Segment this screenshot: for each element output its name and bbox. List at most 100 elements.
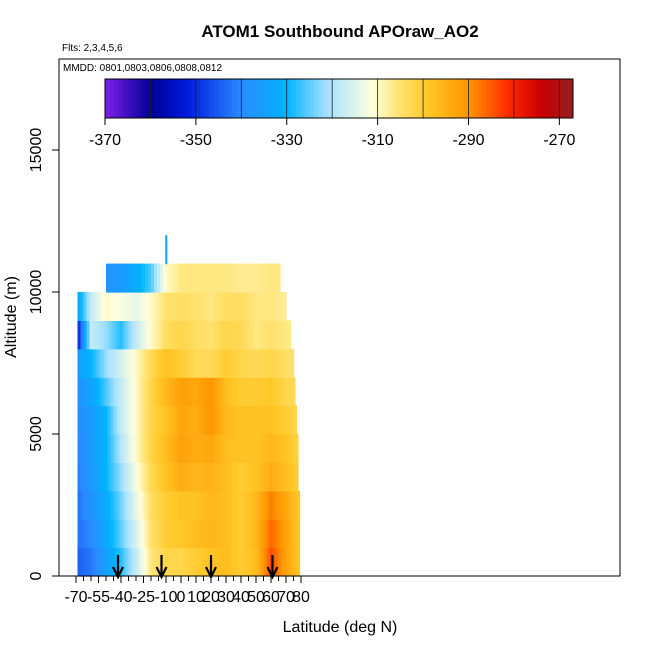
heat-cell (254, 434, 259, 463)
colorbar-segment (141, 79, 147, 118)
heat-cell (128, 519, 133, 549)
heat-cell (184, 263, 188, 293)
heat-cell (239, 490, 244, 520)
heat-cell (188, 434, 193, 463)
heat-cell (218, 547, 223, 577)
heat-cell (149, 519, 154, 549)
heat-cell (158, 348, 163, 378)
heat-cell (287, 519, 292, 549)
heat-cell (173, 377, 178, 407)
heat-cell (269, 292, 274, 321)
colorbar-segment (164, 79, 170, 118)
heat-cell (248, 405, 253, 435)
heat-cell (278, 348, 283, 378)
heat-cell (260, 547, 265, 577)
heat-cell (212, 377, 217, 407)
heat-cell (131, 377, 136, 407)
heat-cell (275, 320, 280, 350)
heat-cell (104, 547, 109, 577)
heat-cell (170, 405, 175, 435)
heat-cell (284, 348, 289, 378)
heat-cell (83, 519, 88, 549)
heat-cell (128, 292, 133, 321)
heat-cell (191, 405, 196, 435)
heat-cell (239, 519, 244, 549)
heat-cell (227, 547, 232, 577)
heat-cell (194, 377, 199, 407)
heat-cell (161, 320, 166, 350)
heat-cell (155, 320, 160, 350)
heat-cell (284, 519, 289, 549)
colorbar-segment (427, 79, 433, 118)
heat-cell (269, 348, 274, 378)
heat-cell (104, 490, 109, 520)
x-tick-label: 80 (292, 589, 310, 606)
heat-cell (128, 348, 133, 378)
heat-cell (152, 320, 157, 350)
heat-cell (266, 462, 271, 492)
heat-cell (182, 462, 187, 492)
heat-cell (233, 348, 238, 378)
heat-cell (170, 547, 175, 577)
heat-cell (152, 405, 157, 435)
heat-cell (290, 519, 295, 549)
heat-cell (98, 490, 103, 520)
heat-cell (200, 490, 205, 520)
heat-cell (173, 462, 178, 492)
heat-cell (284, 292, 287, 321)
heat-cell (131, 462, 136, 492)
colorbar-segment (432, 79, 438, 118)
heat-cell (179, 490, 184, 520)
heat-cell (176, 519, 181, 549)
colorbar-segment (500, 79, 506, 118)
colorbar-segment (227, 79, 233, 118)
heat-cell (176, 377, 181, 407)
colorbar-segment (454, 79, 460, 118)
heat-cell (95, 292, 100, 321)
heat-cell (107, 490, 112, 520)
heat-cell (101, 519, 106, 549)
heat-cell (152, 519, 157, 549)
heat-cell (215, 434, 220, 463)
heat-cell (281, 320, 286, 350)
heat-cell (98, 320, 103, 350)
heat-cell (149, 377, 154, 407)
heat-cell (208, 263, 212, 293)
heat-cell (251, 348, 256, 378)
heat-cell (164, 462, 169, 492)
y-tick-label: 15000 (28, 128, 45, 173)
heat-cell (263, 292, 268, 321)
heat-cell (239, 348, 244, 378)
x-tick-label: -10 (154, 589, 177, 606)
heat-cell (122, 292, 127, 321)
heat-cell (164, 547, 169, 577)
heat-cell (247, 263, 251, 293)
heat-cell (284, 320, 289, 350)
heat-cell (203, 490, 208, 520)
heat-cell (131, 490, 136, 520)
heat-cell (245, 348, 250, 378)
heat-cell (224, 547, 229, 577)
heat-cell (110, 320, 115, 350)
x-tick-label: -55 (87, 589, 110, 606)
heat-cell (164, 292, 169, 321)
heat-cell (194, 490, 199, 520)
heat-cell (275, 292, 280, 321)
heat-cell (197, 320, 202, 350)
heat-cell (185, 519, 190, 549)
heat-cell (266, 348, 271, 378)
colorbar-tick-label: -290 (452, 132, 484, 149)
heat-cell (137, 490, 142, 520)
heat-cell (251, 547, 256, 577)
heat-cell (263, 547, 268, 577)
heat-cell (191, 320, 196, 350)
heat-cell (173, 320, 178, 350)
heat-cell (149, 462, 154, 492)
heat-cell (293, 490, 298, 520)
heat-cell (98, 547, 103, 577)
heat-cell (236, 405, 241, 435)
colorbar-segment (486, 79, 492, 118)
heat-cell (277, 263, 281, 293)
heat-cell (104, 292, 109, 321)
heat-cell (95, 320, 100, 350)
